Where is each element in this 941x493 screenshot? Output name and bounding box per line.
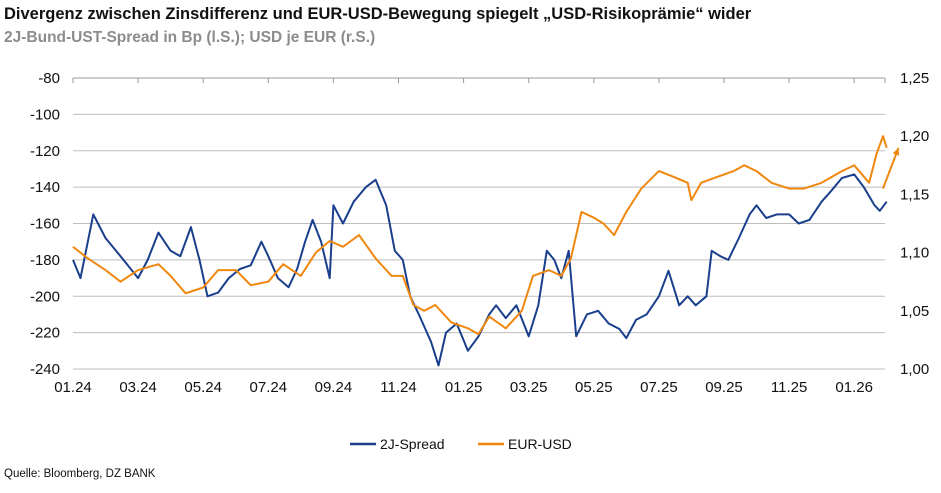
chart-title: Divergenz zwischen Zinsdifferenz und EUR…: [4, 5, 752, 23]
x-tick-label: 01.25: [445, 379, 483, 396]
x-tick-label: 05.24: [184, 379, 222, 396]
y-right-tick-label: 1,05: [900, 303, 929, 320]
y-left-tick-label: -240: [30, 361, 60, 378]
y-left-tick-label: -140: [30, 179, 60, 196]
annotation-arrow: [882, 147, 900, 189]
chart-subtitle: 2J-Bund-UST-Spread in Bp (l.S.); USD je …: [4, 29, 376, 46]
x-tick-label: 09.24: [315, 379, 353, 396]
y-right-tick-label: 1,15: [900, 186, 929, 203]
x-tick-label: 09.25: [705, 379, 743, 396]
y-left-tick-label: -100: [30, 106, 60, 123]
y-right-tick-label: 1,00: [900, 361, 929, 378]
y-right-tick-label: 1,10: [900, 245, 929, 262]
y-left-tick-label: -80: [38, 70, 60, 87]
x-tick-label: 11.25: [771, 379, 807, 396]
x-tick-label: 03.25: [510, 379, 548, 396]
legend-label-spread: 2J-Spread: [380, 436, 445, 452]
source-note: Quelle: Bloomberg, DZ BANK: [4, 468, 156, 480]
x-tick-label: 11.24: [380, 379, 416, 396]
legend: 2J-Spread EUR-USD: [350, 436, 572, 452]
y-left-tick-label: -200: [30, 288, 60, 305]
arrowhead-icon: [892, 147, 900, 156]
x-tick-label: 03.24: [119, 379, 157, 396]
y-right-tick-label: 1,25: [900, 70, 929, 87]
legend-label-eurusd: EUR-USD: [508, 436, 572, 452]
y-left-tick-label: -220: [30, 325, 60, 342]
y-left-tick-label: -120: [30, 143, 60, 160]
series-line-eurusd: [72, 135, 888, 336]
y-right-tick-label: 1,20: [900, 128, 929, 145]
series-line-spread: [72, 173, 888, 367]
y-left-tick-label: -180: [30, 252, 60, 269]
x-tick-label: 07.25: [640, 379, 678, 396]
x-tick-label: 05.25: [575, 379, 613, 396]
x-tick-label: 07.24: [250, 379, 288, 396]
y-left-tick-label: -160: [30, 216, 60, 233]
x-tick-label: 01.26: [835, 379, 873, 396]
chart-svg: -80 -100 -120 -140 -160 -180 -200 -220 -240 1,25 1…: [30, 70, 929, 452]
x-tick-label: 01.24: [54, 379, 92, 396]
